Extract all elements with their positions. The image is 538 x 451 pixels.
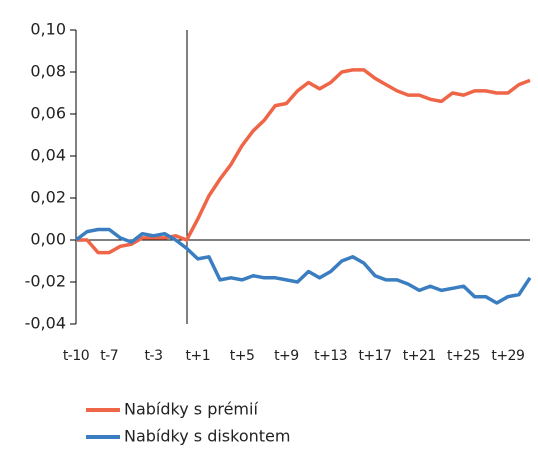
x-tick-label: t+25	[447, 348, 480, 364]
x-tick-label: t+29	[491, 348, 524, 364]
y-tick-label: 0,06	[30, 104, 66, 123]
y-tick-label: -0,02	[25, 272, 66, 291]
y-tick-label: 0,08	[30, 62, 66, 81]
y-tick-label: 0,04	[30, 146, 66, 165]
y-tick-label: 0,02	[30, 188, 66, 207]
x-tick-label: t-10	[63, 348, 89, 364]
legend-label: Nabídky s prémií	[124, 400, 258, 419]
y-tick-label: 0,10	[30, 20, 66, 39]
x-tick-label: t+17	[358, 348, 391, 364]
legend-label: Nabídky s diskontem	[124, 427, 290, 446]
x-tick-label: t+5	[230, 348, 255, 364]
series-line	[74, 227, 532, 305]
x-tick-label: t-7	[100, 348, 118, 364]
x-tick-label: t-3	[145, 348, 163, 364]
x-tick-label: t+9	[274, 348, 299, 364]
x-tick-label: t+21	[403, 348, 436, 364]
series-line	[76, 68, 531, 255]
x-tick-label: t+1	[185, 348, 210, 364]
x-tick-label: t+13	[314, 348, 347, 364]
y-tick-label: -0,04	[25, 314, 66, 333]
y-tick-label: 0,00	[30, 230, 66, 249]
